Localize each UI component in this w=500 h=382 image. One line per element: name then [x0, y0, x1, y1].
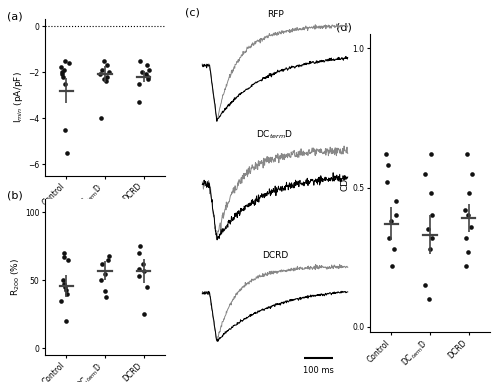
Point: [101, 270, 109, 277]
Point: [464, 249, 472, 255]
Point: [102, 78, 110, 84]
Point: [140, 311, 147, 317]
Point: [98, 67, 106, 73]
Point: [143, 62, 151, 68]
Point: [105, 253, 113, 259]
Point: [103, 74, 111, 80]
Point: [144, 284, 152, 290]
Title: DC$_{term}$D: DC$_{term}$D: [256, 129, 294, 141]
Point: [390, 246, 398, 252]
Point: [135, 266, 143, 272]
Point: [59, 277, 67, 283]
Point: [96, 71, 104, 78]
Point: [97, 277, 105, 283]
Point: [62, 58, 70, 64]
Point: [144, 76, 152, 82]
Point: [60, 250, 68, 256]
Point: [392, 198, 400, 204]
Point: [105, 69, 113, 75]
Y-axis label: CDI: CDI: [340, 175, 349, 191]
Text: 100 ms: 100 ms: [303, 366, 334, 376]
Point: [140, 268, 148, 274]
Point: [428, 235, 436, 241]
Point: [64, 60, 72, 66]
Point: [60, 254, 68, 260]
Point: [60, 67, 68, 73]
Title: RFP: RFP: [266, 10, 283, 19]
Point: [392, 212, 400, 219]
Point: [428, 212, 436, 219]
Point: [383, 179, 391, 185]
Point: [142, 71, 150, 78]
Point: [100, 76, 108, 82]
Point: [62, 284, 70, 290]
Text: (b): (b): [6, 191, 22, 201]
Point: [144, 74, 152, 80]
Point: [100, 58, 108, 64]
Point: [427, 190, 435, 196]
Point: [426, 296, 434, 302]
Point: [97, 115, 105, 121]
Point: [136, 250, 143, 256]
Point: [145, 67, 153, 73]
Point: [57, 65, 65, 71]
Point: [63, 291, 71, 297]
Point: [426, 246, 434, 252]
Text: (c): (c): [185, 8, 200, 18]
Point: [62, 287, 70, 293]
Point: [465, 190, 473, 196]
Point: [136, 243, 143, 249]
Point: [388, 218, 396, 224]
Point: [139, 261, 147, 267]
Point: [464, 212, 472, 219]
Point: [461, 207, 469, 213]
Point: [64, 257, 72, 263]
Point: [421, 170, 429, 176]
Point: [57, 298, 65, 304]
Point: [60, 81, 68, 87]
Point: [104, 257, 112, 263]
Point: [467, 223, 475, 230]
Text: (a): (a): [6, 11, 22, 21]
Point: [135, 273, 143, 279]
Point: [462, 235, 470, 241]
Point: [61, 126, 69, 133]
Point: [384, 162, 392, 168]
Y-axis label: I$_{min}$ (pA/pF): I$_{min}$ (pA/pF): [12, 71, 26, 123]
Point: [382, 151, 390, 157]
Point: [102, 288, 110, 294]
Point: [421, 282, 429, 288]
Point: [462, 262, 470, 269]
Point: [426, 151, 434, 157]
Y-axis label: R$_{200}$ (%): R$_{200}$ (%): [10, 258, 22, 296]
Point: [136, 58, 144, 64]
Point: [138, 69, 145, 75]
Point: [462, 151, 470, 157]
Point: [102, 294, 110, 300]
Point: [62, 318, 70, 324]
Point: [103, 62, 111, 68]
Text: (d): (d): [336, 23, 352, 32]
Point: [385, 235, 393, 241]
Point: [58, 69, 66, 75]
Point: [424, 226, 432, 232]
Point: [59, 74, 67, 80]
Point: [388, 262, 396, 269]
Title: DCRD: DCRD: [262, 251, 288, 260]
Point: [135, 81, 143, 87]
Point: [98, 261, 106, 267]
Point: [62, 150, 70, 156]
Point: [468, 170, 475, 176]
Point: [134, 99, 142, 105]
Point: [60, 282, 68, 288]
Point: [58, 71, 66, 78]
